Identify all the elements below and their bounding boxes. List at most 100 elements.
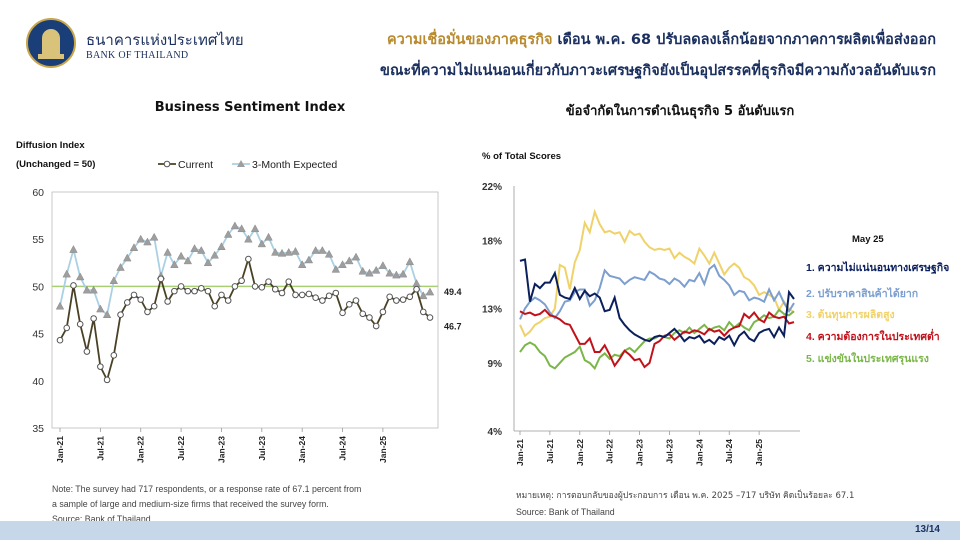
left-current-point [197,284,205,292]
left-current-point [231,283,239,290]
left-expected-point [297,260,307,268]
left-xtick-label: Jan-24 [297,436,307,463]
left-ytick-label: 45 [32,329,44,341]
left-expected-point [69,245,78,253]
left-plot-frame [51,191,439,429]
left-note-line-2: a sample of large and medium-size firms … [52,499,329,509]
left-expected-point [244,234,253,243]
left-current-point [393,297,400,304]
left-expected-point [419,291,428,300]
left-expected-point [163,247,172,256]
left-xtick-label: Jul-23 [257,436,267,461]
left-expected-point [217,242,226,251]
left-ytick-label: 35 [32,423,44,435]
org-name-english: BANK OF THAILAND [86,50,189,61]
left-expected-point [143,237,152,246]
right-yaxis-title: % of Total Scores [482,151,562,162]
left-xtick-label: Jan-23 [216,436,226,463]
left-expected-point [89,285,98,294]
right-source: Source: Bank of Thailand [516,507,615,517]
left-expected-point [271,247,280,256]
left-xtick-label: Jan-25 [378,436,388,463]
left-ytick-label: 55 [32,234,44,246]
left-expected-point [176,251,186,260]
left-expected-point [398,269,408,278]
left-expected-point [210,250,219,259]
left-legend-label: Current [178,159,213,171]
right-ytick-label: 22% [482,182,502,193]
left-expected-point [129,243,139,251]
left-current-point [379,308,387,316]
left-expected-point [123,253,132,262]
left-ytick-label: 50 [32,281,44,293]
left-current-point [103,376,111,384]
right-legend-label-5: 5. แข่งขันในประเทศรุนแรง [806,351,929,366]
right-series-line-4 [519,308,795,369]
left-current-point [426,314,434,321]
left-current-point [319,297,326,304]
left-current-point [332,289,340,297]
left-expected-point [365,268,374,277]
left-ytick-label: 60 [32,187,44,199]
left-legend-marker-current [163,160,171,168]
left-expected-point [304,255,314,264]
left-expected-point [405,257,415,266]
left-expected-point [55,301,65,310]
left-current-point [177,283,185,290]
left-current-point [278,289,286,297]
right-legend-label-3: 3. ต้นทุนการผลิตสูง [806,308,895,322]
left-expected-point [190,244,199,252]
left-expected-point [425,287,435,296]
bot-logo [26,18,76,68]
left-expected-point [378,261,388,269]
left-expected-point [345,256,354,265]
left-expected-point [392,270,401,279]
left-expected-point [311,246,320,254]
right-series-line-3 [519,208,795,338]
right-legend-title: May 25 [852,234,884,245]
left-current-point [325,292,333,300]
left-expected-point [170,260,179,268]
left-current-point [218,291,225,299]
left-current-point [76,320,84,328]
left-current-point [164,298,171,305]
left-current-point [150,302,158,310]
left-note-line-1: Note: The survey had 717 respondents, or… [52,484,362,494]
left-source: Source: Bank of Thailand [52,514,151,524]
left-current-point [238,277,245,285]
left-current-point [271,285,279,293]
left-current-point [83,348,91,355]
left-expected-point [358,266,367,275]
headline-line-2: ขณะที่ความไม่แน่นอนเกี่ยวกับภาวะเศรษฐกิจ… [380,63,936,79]
left-current-point [345,301,353,308]
left-current-point [285,278,293,285]
left-legend-marker-expected [237,160,245,167]
left-xtick-label: Jan-21 [55,436,65,463]
left-ytick-label: 40 [32,376,44,388]
left-current-point [144,308,151,316]
left-expected-point [102,310,112,318]
left-legend-label: 3-Month Expected [252,159,337,171]
left-expected-point [136,234,145,243]
right-series-line-1 [519,258,795,348]
left-current-point [386,293,393,301]
right-xtick-label: Jan-24 [694,439,704,466]
left-expected-point [331,264,341,273]
right-xtick-label: Jan-21 [515,439,525,466]
right-chart-title: ข้อจำกัดในการดำเนินธุรกิจ 5 อันดับแรก [565,104,795,119]
left-current-point [419,308,427,316]
headline-accent: ความเชื่อมั่นของภาคธุรกิจ [386,32,553,48]
right-xtick-label: Jan-25 [754,439,764,466]
left-current-point [359,310,367,318]
left-xtick-label: Jan-22 [136,436,146,463]
right-xtick-label: Jul-24 [724,439,734,464]
left-expected-point [277,248,287,257]
right-ytick-label: 13% [482,305,502,316]
left-current-point [184,287,192,295]
right-xtick-label: Jul-22 [605,439,615,464]
left-expected-point [351,252,361,261]
left-yaxis-title-2: (Unchanged = 50) [16,159,96,170]
left-current-point [110,352,118,359]
left-current-point [292,291,299,299]
left-xtick-label: Jul-22 [176,436,186,461]
